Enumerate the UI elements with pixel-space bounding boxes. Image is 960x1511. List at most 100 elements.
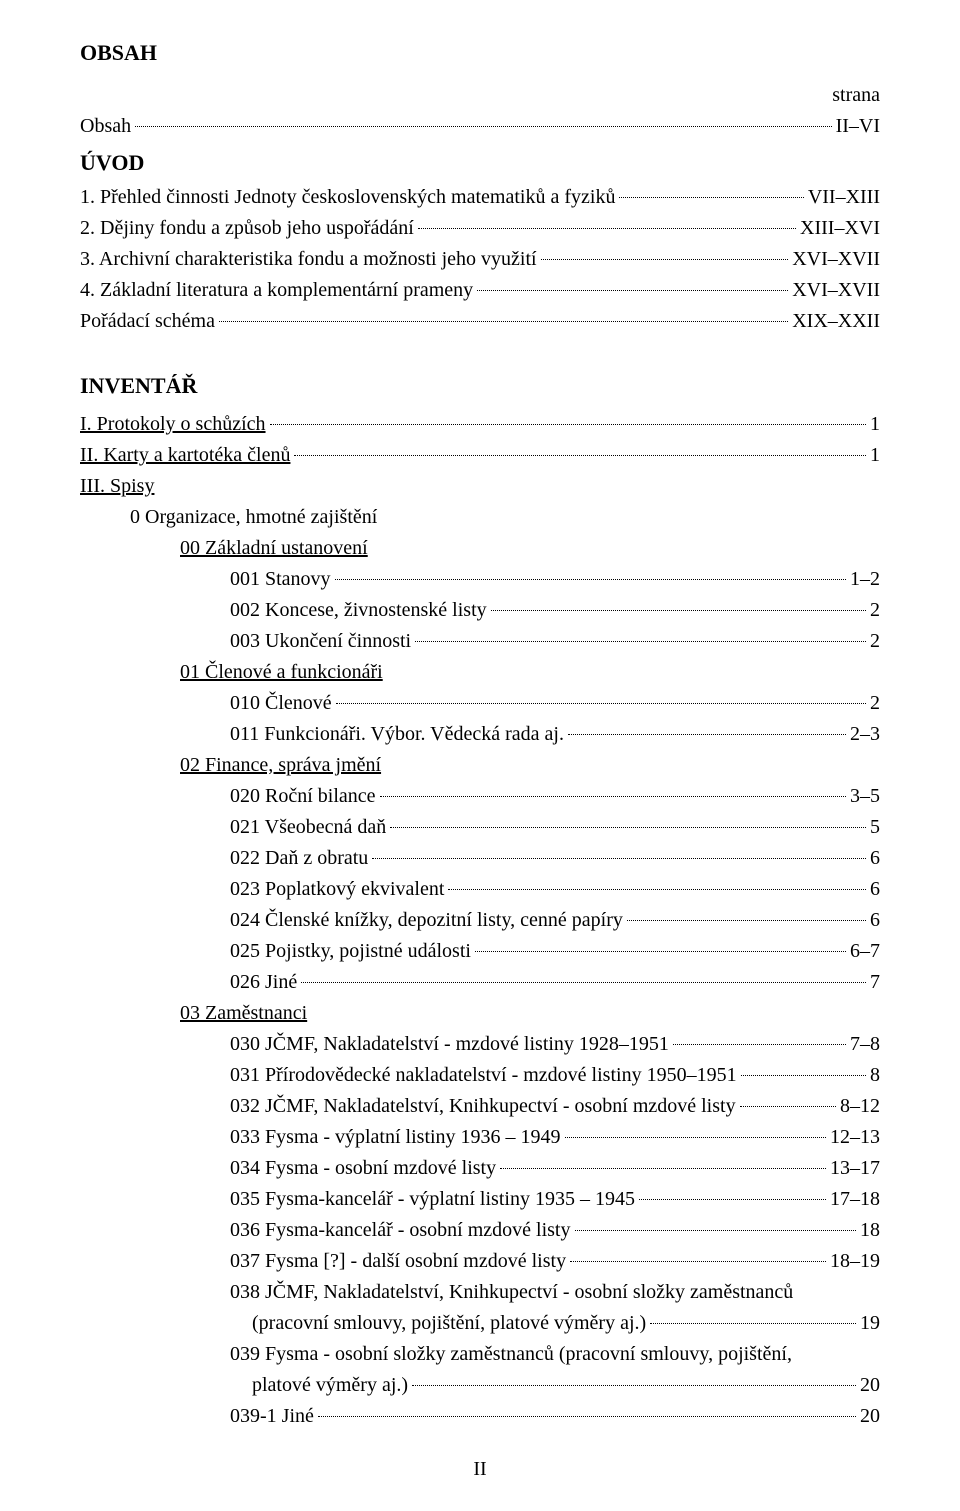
page: OBSAH strana Obsah II–VI ÚVOD 1. Přehled… <box>0 0 960 1511</box>
leader-dots <box>741 1075 866 1076</box>
toc-entry: 033 Fysma - výplatní listiny 1936 – 1949… <box>80 1122 880 1153</box>
toc-entry: 026 Jiné 7 <box>80 967 880 998</box>
toc-entry: I. Protokoly o schůzích 1 <box>80 409 880 440</box>
toc-page: XIX–XXII <box>792 306 880 337</box>
leader-dots <box>270 424 866 425</box>
leader-dots <box>570 1261 826 1262</box>
toc-label: (pracovní smlouvy, pojištění, platové vý… <box>230 1308 646 1339</box>
leader-dots <box>541 259 789 260</box>
footer-page-number: II <box>0 1458 960 1481</box>
column-header-page: strana <box>80 84 880 107</box>
toc-page: 7 <box>870 967 880 998</box>
toc-entry-obsah: Obsah II–VI <box>80 111 880 142</box>
leader-dots <box>412 1385 856 1386</box>
toc-group: 03 Zaměstnanci <box>80 998 880 1029</box>
toc-entry: II. Karty a kartotéka členů 1 <box>80 440 880 471</box>
page-title: OBSAH <box>80 40 880 66</box>
toc-page: 6 <box>870 843 880 874</box>
toc-entry: 010 Členové 2 <box>80 688 880 719</box>
toc-entry: 021 Všeobecná daň 5 <box>80 812 880 843</box>
toc-label: 002 Koncese, živnostenské listy <box>230 595 487 626</box>
toc-page: 13–17 <box>830 1153 880 1184</box>
toc-page: 18–19 <box>830 1246 880 1277</box>
leader-dots <box>491 610 866 611</box>
toc-label-wrap: 038 JČMF, Nakladatelství, Knihkupectví -… <box>80 1277 880 1308</box>
toc-label: 030 JČMF, Nakladatelství - mzdové listin… <box>230 1029 669 1060</box>
toc-entry: 030 JČMF, Nakladatelství - mzdové listin… <box>80 1029 880 1060</box>
toc-entry: 025 Pojistky, pojistné události 6–7 <box>80 936 880 967</box>
toc-page: 12–13 <box>830 1122 880 1153</box>
toc-label: 020 Roční bilance <box>230 781 376 812</box>
toc-label: Obsah <box>80 111 131 142</box>
leader-dots <box>639 1199 826 1200</box>
toc-label: 037 Fysma [?] - další osobní mzdové list… <box>230 1246 566 1277</box>
leader-dots <box>500 1168 826 1169</box>
leader-dots <box>740 1106 836 1107</box>
toc-label: 025 Pojistky, pojistné události <box>230 936 471 967</box>
toc-label-wrap: 039 Fysma - osobní složky zaměstnanců (p… <box>80 1339 880 1370</box>
toc-entry: 024 Členské knížky, depozitní listy, cen… <box>80 905 880 936</box>
toc-label: 032 JČMF, Nakladatelství, Knihkupectví -… <box>230 1091 736 1122</box>
toc-page: 1–2 <box>850 564 880 595</box>
leader-dots <box>335 579 846 580</box>
toc-entry: 003 Ukončení činnosti 2 <box>80 626 880 657</box>
toc-label: 023 Poplatkový ekvivalent <box>230 874 444 905</box>
toc-page: 1 <box>870 409 880 440</box>
toc-page: 2–3 <box>850 719 880 750</box>
toc-entry: 020 Roční bilance 3–5 <box>80 781 880 812</box>
toc-label: Pořádací schéma <box>80 306 215 337</box>
toc-entry: 001 Stanovy 1–2 <box>80 564 880 595</box>
toc-label: 1. Přehled činnosti Jednoty českoslovens… <box>80 182 615 213</box>
toc-label: 036 Fysma-kancelář - osobní mzdové listy <box>230 1215 571 1246</box>
toc-page: XVI–XVII <box>792 275 880 306</box>
toc-group: 0 Organizace, hmotné zajištění <box>80 502 880 533</box>
toc-page: 20 <box>860 1370 880 1401</box>
toc-label: 031 Přírodovědecké nakladatelství - mzdo… <box>230 1060 737 1091</box>
toc-page: 6 <box>870 874 880 905</box>
leader-dots <box>418 228 796 229</box>
leader-dots <box>415 641 866 642</box>
toc-entry: 3. Archivní charakteristika fondu a možn… <box>80 244 880 275</box>
toc-entry: 035 Fysma-kancelář - výplatní listiny 19… <box>80 1184 880 1215</box>
toc-label: II. Karty a kartotéka členů <box>80 440 290 471</box>
toc-page: 17–18 <box>830 1184 880 1215</box>
toc-entry: 023 Poplatkový ekvivalent 6 <box>80 874 880 905</box>
toc-label: platové výměry aj.) <box>230 1370 408 1401</box>
leader-dots <box>477 290 788 291</box>
leader-dots <box>565 1137 826 1138</box>
leader-dots <box>390 827 866 828</box>
leader-dots <box>568 734 846 735</box>
toc-group: 01 Členové a funkcionáři <box>80 657 880 688</box>
toc-group: III. Spisy <box>80 471 880 502</box>
toc-entry: 039-1 Jiné 20 <box>80 1401 880 1432</box>
leader-dots <box>135 126 831 127</box>
toc-entry: 2. Dějiny fondu a způsob jeho uspořádání… <box>80 213 880 244</box>
toc-entry: 031 Přírodovědecké nakladatelství - mzdo… <box>80 1060 880 1091</box>
toc-label: 033 Fysma - výplatní listiny 1936 – 1949 <box>230 1122 561 1153</box>
leader-dots <box>372 858 866 859</box>
toc-label: 024 Členské knížky, depozitní listy, cen… <box>230 905 623 936</box>
toc-entry: (pracovní smlouvy, pojištění, platové vý… <box>80 1308 880 1339</box>
section-heading-uvod: ÚVOD <box>80 150 880 176</box>
toc-entry: 022 Daň z obratu 6 <box>80 843 880 874</box>
toc-label: 3. Archivní charakteristika fondu a možn… <box>80 244 537 275</box>
toc-group: 02 Finance, správa jmění <box>80 750 880 781</box>
toc-page: XIII–XVI <box>800 213 880 244</box>
toc-page: 3–5 <box>850 781 880 812</box>
toc-entry: 037 Fysma [?] - další osobní mzdové list… <box>80 1246 880 1277</box>
leader-dots <box>575 1230 857 1231</box>
toc-page: 19 <box>860 1308 880 1339</box>
leader-dots <box>336 703 866 704</box>
section-heading-inventar: INVENTÁŘ <box>80 373 880 399</box>
toc-label: 4. Základní literatura a komplementární … <box>80 275 473 306</box>
toc-page: 7–8 <box>850 1029 880 1060</box>
toc-entry: platové výměry aj.) 20 <box>80 1370 880 1401</box>
toc-page: II–VI <box>836 111 880 142</box>
leader-dots <box>627 920 866 921</box>
leader-dots <box>380 796 846 797</box>
toc-label: I. Protokoly o schůzích <box>80 409 266 440</box>
toc-label: 022 Daň z obratu <box>230 843 368 874</box>
toc-label: 034 Fysma - osobní mzdové listy <box>230 1153 496 1184</box>
toc-entry: 011 Funkcionáři. Výbor. Vědecká rada aj.… <box>80 719 880 750</box>
toc-page: 5 <box>870 812 880 843</box>
